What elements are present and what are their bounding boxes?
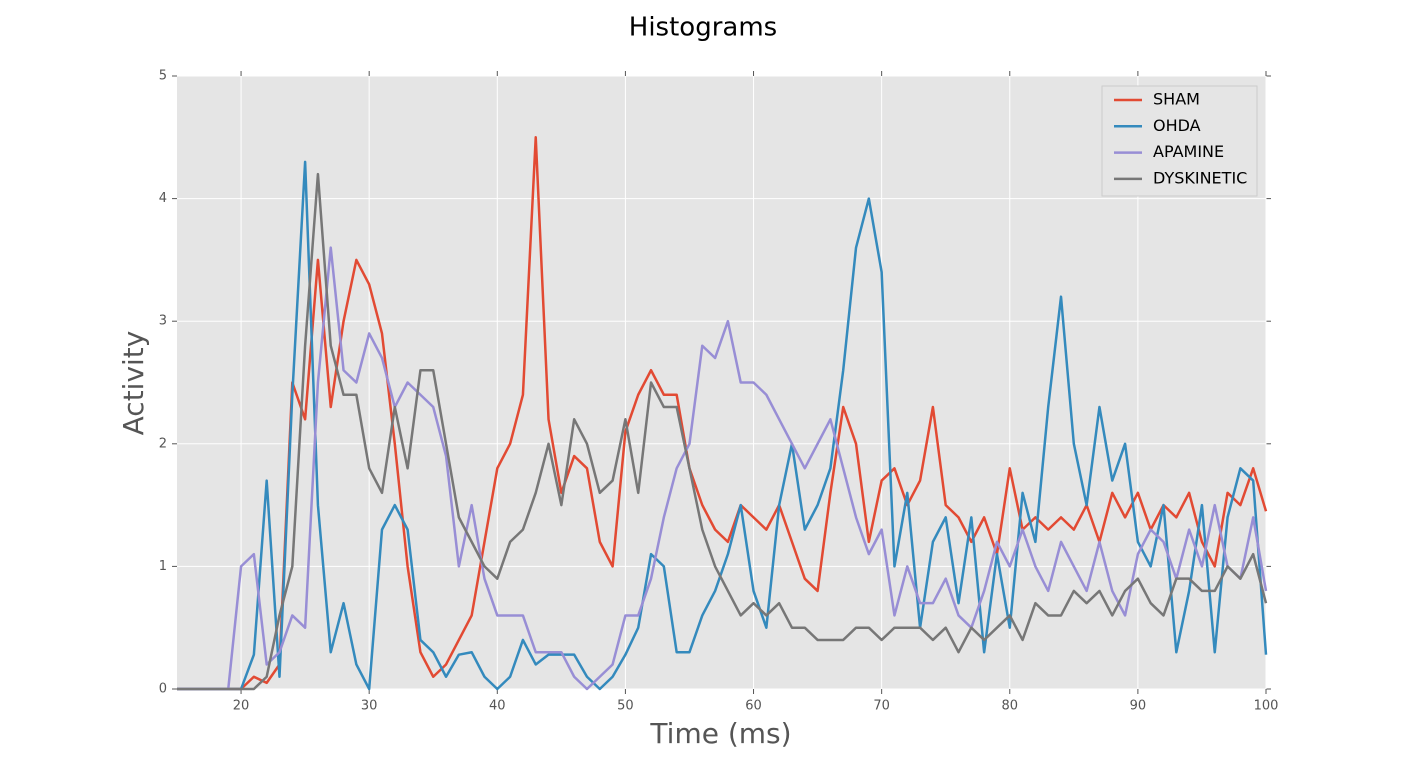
x-tick-label: 80	[1001, 699, 1018, 714]
legend-label: DYSKINETIC	[1153, 168, 1247, 187]
y-tick-label: 0	[159, 682, 167, 697]
y-tick-label: 1	[159, 559, 167, 574]
series-line	[177, 172, 1268, 691]
legend: SHAM OHDA APAMINE DYSKINETIC	[1101, 85, 1258, 197]
y-tick-label: 4	[159, 191, 167, 206]
series-line	[177, 136, 1268, 691]
x-axis-label: Time (ms)	[649, 717, 791, 750]
series-line	[177, 160, 1268, 691]
legend-label: SHAM	[1153, 90, 1200, 109]
legend-label: APAMINE	[1153, 142, 1224, 161]
x-tick-label: 70	[873, 699, 890, 714]
y-tick-label: 3	[159, 314, 167, 329]
x-tick-label: 50	[617, 699, 634, 714]
x-tick-label: 100	[1254, 699, 1279, 714]
x-tick-label: 40	[489, 699, 506, 714]
legend-label: OHDA	[1153, 116, 1201, 135]
y-tick-label: 2	[159, 436, 167, 451]
chart-title: Histograms	[629, 13, 777, 43]
x-tick-label: 90	[1130, 699, 1147, 714]
x-tick-label: 60	[745, 699, 762, 714]
x-tick-label: 20	[233, 699, 250, 714]
series-line	[177, 246, 1268, 691]
y-axis-label: Activity	[117, 331, 150, 436]
x-tick-label: 30	[361, 699, 378, 714]
y-tick-label: 5	[159, 69, 167, 84]
